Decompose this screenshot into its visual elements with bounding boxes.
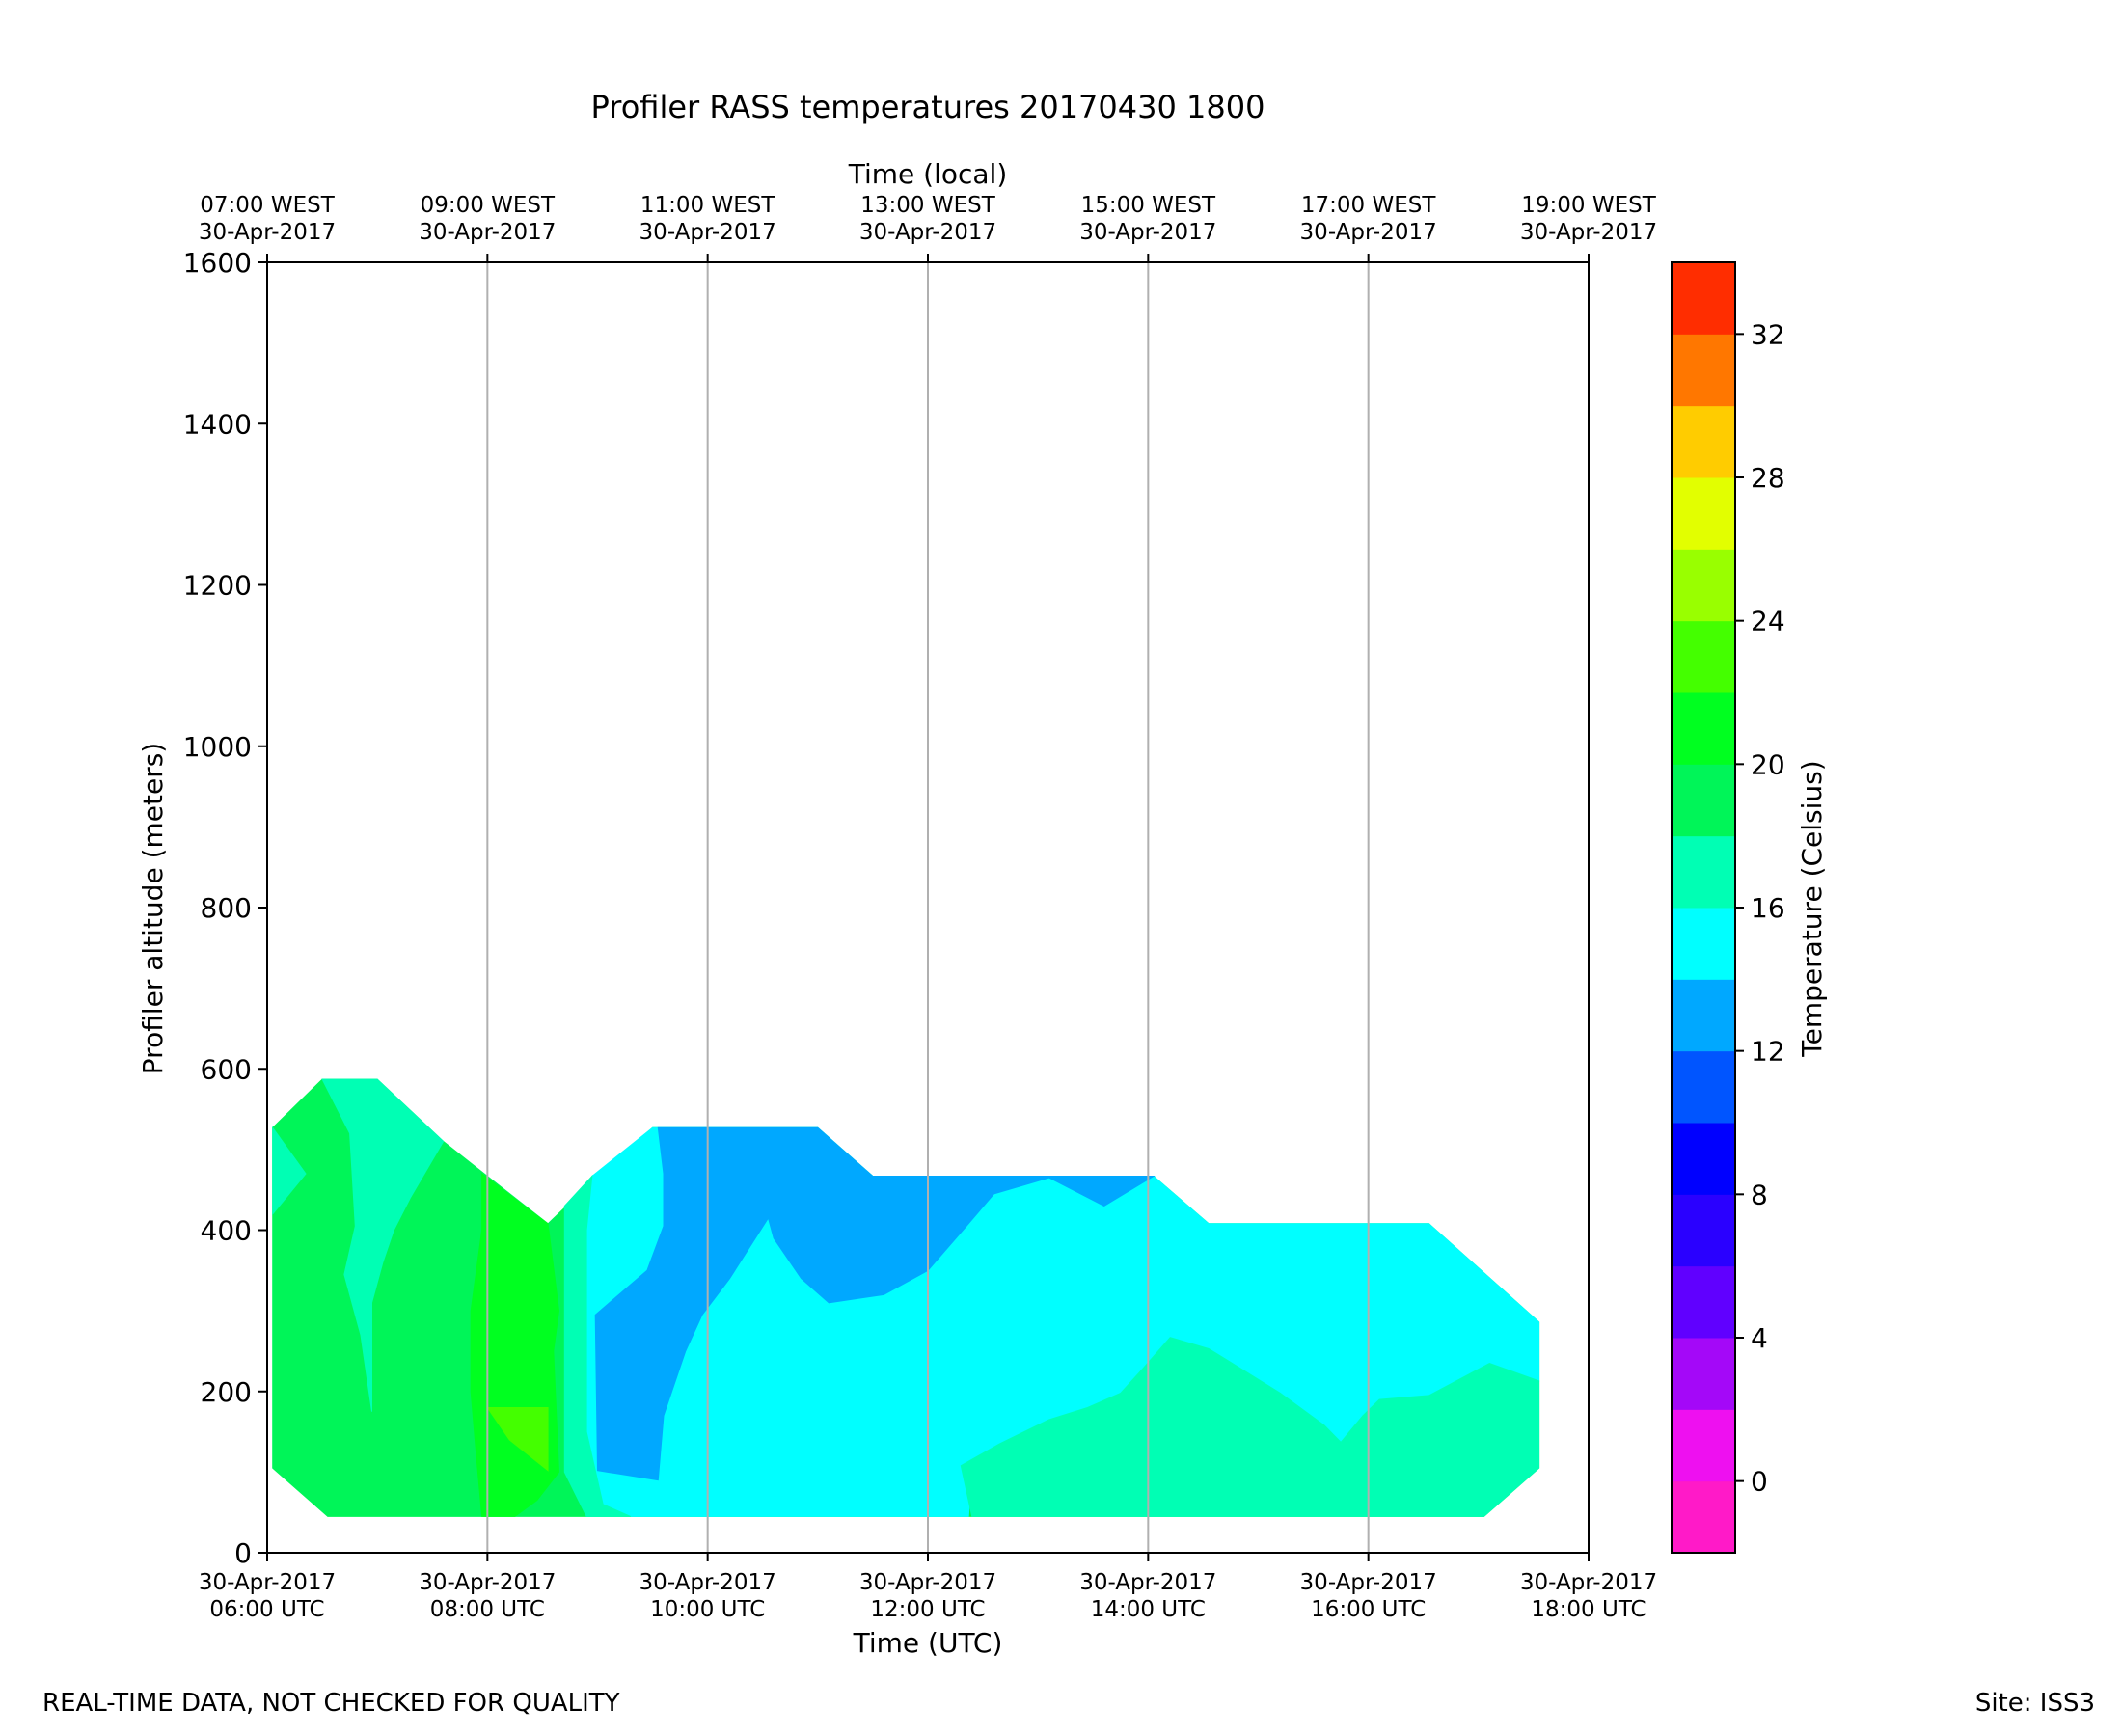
colorbar-band-16 — [1672, 835, 1735, 909]
colorbar-tick-label-28: 28 — [1751, 462, 1785, 494]
colorbar-band-6 — [1672, 1194, 1735, 1267]
colorbar-band-14 — [1672, 908, 1735, 980]
colorbar-tick-label-4: 4 — [1751, 1322, 1768, 1354]
x2-tick-label-14: 15:00 WEST 30-Apr-2017 — [1079, 193, 1216, 245]
colorbar-band-22 — [1672, 620, 1735, 693]
colorbar-band-30 — [1672, 334, 1735, 407]
y-tick-label-200: 200 — [201, 1376, 252, 1408]
colorbar-band-4 — [1672, 1265, 1735, 1339]
colorbar-ticks: 0 4 8 12 16 20 24 28 32 — [1735, 318, 1785, 1498]
x-axis: 30-Apr-2017 06:00 UTC 30-Apr-2017 08:00 UTC… — [199, 1553, 1657, 1622]
colorbar-band-26 — [1672, 477, 1735, 550]
colorbar-band-0 — [1672, 1409, 1735, 1482]
x-tick-label-6: 30-Apr-2017 06:00 UTC — [199, 1570, 336, 1622]
contour-band-14-16-left-inner — [272, 1126, 307, 1216]
x2-axis-label: Time (local) — [848, 158, 1008, 190]
x-tick-label-18: 30-Apr-2017 18:00 UTC — [1520, 1570, 1657, 1622]
y-tick-label-600: 600 — [201, 1053, 252, 1085]
contour-band-14-16-bottom-right — [960, 1337, 1540, 1517]
contour-band-14-16-upper-left — [321, 1078, 445, 1412]
colorbar-band-28 — [1672, 405, 1735, 478]
contour-band-10-12 — [594, 1126, 1156, 1481]
y-tick-label-0: 0 — [234, 1537, 252, 1569]
y-tick-label-1200: 1200 — [183, 570, 252, 602]
y-tick-label-1000: 1000 — [183, 731, 252, 763]
x2-tick-label-16: 17:00 WEST 30-Apr-2017 — [1300, 193, 1437, 245]
x-tick-label-12: 30-Apr-2017 12:00 UTC — [859, 1570, 996, 1622]
colorbar-tick-label-0: 0 — [1751, 1466, 1768, 1498]
x-tick-label-14: 30-Apr-2017 14:00 UTC — [1079, 1570, 1216, 1622]
colorbar-band-8 — [1672, 1123, 1735, 1195]
y-tick-label-400: 400 — [201, 1215, 252, 1247]
colorbar-tick-label-20: 20 — [1751, 748, 1785, 780]
colorbar-band-20 — [1672, 692, 1735, 765]
x2-tick-label-18: 19:00 WEST 30-Apr-2017 — [1520, 193, 1657, 245]
y-tick-label-1400: 1400 — [183, 408, 252, 440]
x2-tick-label-12: 13:00 WEST 30-Apr-2017 — [859, 193, 996, 245]
colorbar-tick-label-16: 16 — [1751, 892, 1785, 924]
site-label: Site: ISS3 — [1974, 1689, 2095, 1718]
x2-axis: 07:00 WEST 30-Apr-2017 09:00 WEST 30-Apr-20… — [199, 193, 1657, 262]
colorbar-band-12 — [1672, 979, 1735, 1052]
contour-regions — [272, 1078, 1540, 1517]
colorbar-tick-label-24: 24 — [1751, 606, 1785, 637]
colorbar-band--2 — [1672, 1480, 1735, 1554]
colorbar-band-18 — [1672, 764, 1735, 837]
x-axis-label: Time (UTC) — [853, 1627, 1003, 1659]
vertical-gridlines — [486, 262, 1370, 1553]
contour-band-20-22 — [486, 1407, 549, 1472]
colorbar-tick-label-12: 12 — [1751, 1036, 1785, 1068]
colorbar-band-32 — [1672, 262, 1735, 335]
quality-disclaimer: REAL-TIME DATA, NOT CHECKED FOR QUALITY — [42, 1689, 620, 1718]
x-tick-label-16: 30-Apr-2017 16:00 UTC — [1300, 1570, 1437, 1622]
chart-title: Profiler RASS temperatures 20170430 1800 — [591, 89, 1265, 125]
y-tick-label-1600: 1600 — [183, 247, 252, 279]
colorbar-label: Temperature (Celsius) — [1796, 760, 1828, 1057]
y-axis: 0 200 400 600 800 1000 1200 1400 1600 — [183, 247, 267, 1569]
colorbar — [1672, 262, 1735, 1554]
colorbar-tick-label-32: 32 — [1751, 318, 1785, 350]
colorbar-band-24 — [1672, 549, 1735, 622]
contour-band-14-16-sliver — [563, 1175, 632, 1517]
x2-tick-label-6: 07:00 WEST 30-Apr-2017 — [199, 193, 336, 245]
y-axis-label: Profiler altitude (meters) — [137, 743, 169, 1074]
y-tick-label-800: 800 — [201, 892, 252, 924]
x-tick-label-10: 30-Apr-2017 10:00 UTC — [639, 1570, 776, 1622]
colorbar-band-10 — [1672, 1050, 1735, 1124]
colorbar-band-2 — [1672, 1338, 1735, 1410]
colorbar-tick-label-8: 8 — [1751, 1179, 1768, 1210]
x2-tick-label-8: 09:00 WEST 30-Apr-2017 — [419, 193, 556, 245]
x2-tick-label-10: 11:00 WEST 30-Apr-2017 — [639, 193, 776, 245]
x-tick-label-8: 30-Apr-2017 08:00 UTC — [419, 1570, 556, 1622]
